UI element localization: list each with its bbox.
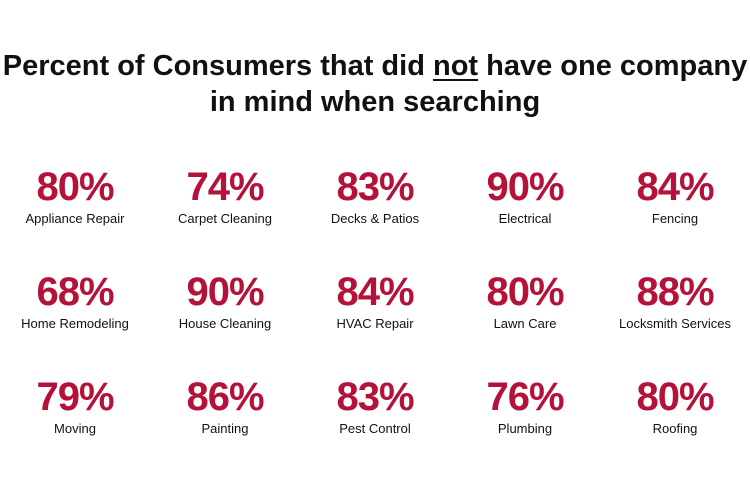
stat-value: 84%	[636, 165, 714, 209]
stat-house-cleaning: 90% House Cleaning	[150, 270, 300, 375]
stat-value: 68%	[36, 270, 114, 314]
stat-carpet-cleaning: 74% Carpet Cleaning	[150, 165, 300, 270]
stat-electrical: 90% Electrical	[450, 165, 600, 270]
stat-appliance-repair: 80% Appliance Repair	[0, 165, 150, 270]
stat-label: Fencing	[651, 211, 699, 226]
stat-label: Lawn Care	[493, 316, 557, 331]
stat-value: 88%	[636, 270, 714, 314]
stat-label: Appliance Repair	[25, 211, 125, 226]
stat-lawn-care: 80% Lawn Care	[450, 270, 600, 375]
stat-plumbing: 76% Plumbing	[450, 375, 600, 480]
stat-painting: 86% Painting	[150, 375, 300, 480]
stat-roofing: 80% Roofing	[600, 375, 750, 480]
chart-title: Percent of Consumers that did not have o…	[0, 48, 750, 120]
stat-pest-control: 83% Pest Control	[300, 375, 450, 480]
stat-value: 80%	[486, 270, 564, 314]
stat-fencing: 84% Fencing	[600, 165, 750, 270]
stat-value: 80%	[36, 165, 114, 209]
stat-hvac-repair: 84% HVAC Repair	[300, 270, 450, 375]
stat-label: Moving	[54, 421, 96, 436]
stat-home-remodeling: 68% Home Remodeling	[0, 270, 150, 375]
stat-label: Pest Control	[339, 421, 411, 436]
stat-label: Locksmith Services	[619, 316, 731, 331]
stat-value: 79%	[36, 375, 114, 419]
stat-value: 84%	[336, 270, 414, 314]
stat-locksmith-services: 88% Locksmith Services	[600, 270, 750, 375]
stat-label: Roofing	[652, 421, 698, 436]
stat-value: 80%	[636, 375, 714, 419]
title-part-after: have one company in mind when searching	[209, 50, 748, 118]
stat-label: Carpet Cleaning	[178, 211, 272, 226]
stat-label: HVAC Repair	[336, 316, 414, 331]
stat-value: 90%	[186, 270, 264, 314]
stat-label: House Cleaning	[178, 316, 272, 331]
stat-label: Decks & Patios	[330, 211, 420, 226]
stat-decks-patios: 83% Decks & Patios	[300, 165, 450, 270]
stat-label: Painting	[201, 421, 249, 436]
stat-label: Electrical	[498, 211, 552, 226]
stat-label: Home Remodeling	[21, 316, 129, 331]
stat-value: 76%	[486, 375, 564, 419]
stat-grid: 80% Appliance Repair 74% Carpet Cleaning…	[0, 165, 750, 480]
title-emphasis: not	[432, 50, 479, 82]
stat-moving: 79% Moving	[0, 375, 150, 480]
stat-value: 83%	[336, 375, 414, 419]
stat-value: 83%	[336, 165, 414, 209]
title-part-before: Percent of Consumers that did	[2, 50, 433, 82]
stat-value: 86%	[186, 375, 264, 419]
stat-label: Plumbing	[497, 421, 553, 436]
stat-value: 90%	[486, 165, 564, 209]
stat-value: 74%	[186, 165, 264, 209]
